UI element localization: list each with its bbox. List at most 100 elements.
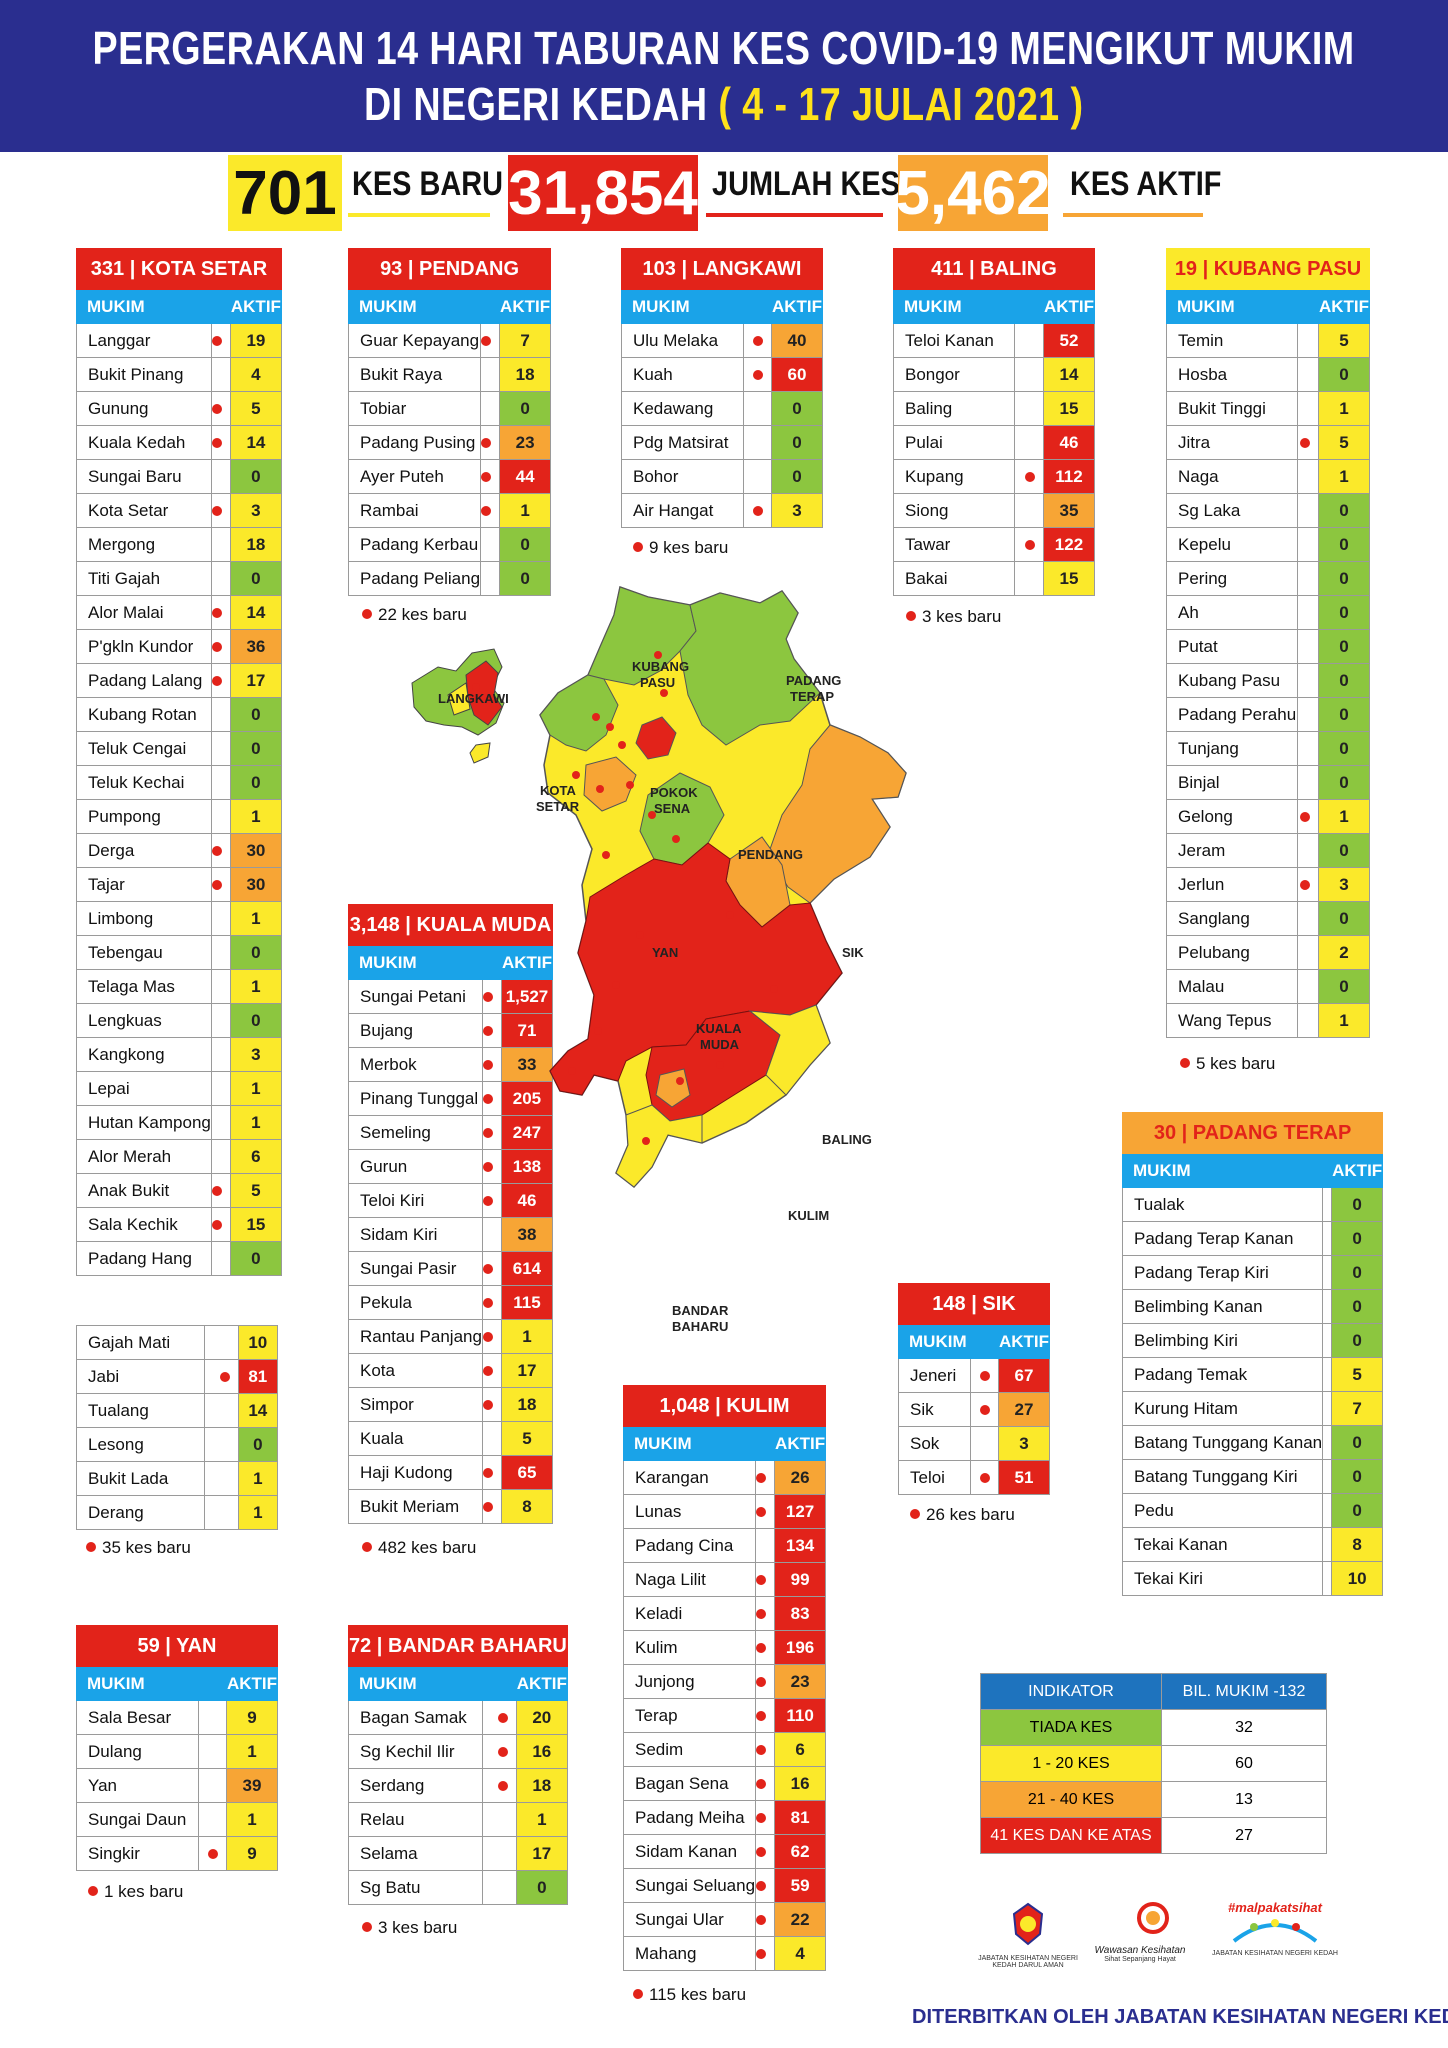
table-row: Hosba 0	[1165, 357, 1371, 392]
mukim-name: Bagan Samak	[348, 1700, 483, 1735]
column-header-mukim: MUKIM	[622, 1426, 776, 1461]
table-row: Bukit Tinggi 1	[1165, 391, 1371, 426]
table-row: Pulai 46	[893, 425, 1096, 460]
table-kulim: 1,048 | KULIM MUKIM AKTIF Karangan 26 Lunas 12…	[622, 1385, 827, 1971]
stat-active-cases: 5,462 KES AKTIF	[895, 155, 1221, 231]
new-case-marker	[210, 731, 231, 766]
logo2-line2: Sihat Sepanjang Hayat	[1104, 1956, 1176, 1963]
table-row: Singkir 9	[75, 1836, 279, 1871]
red-dot-icon	[481, 335, 492, 346]
mukim-name: Sungai Ular	[622, 1902, 757, 1937]
note-sik-text: 26 kes baru	[926, 1505, 1015, 1524]
active-count: 23	[499, 425, 552, 460]
mukim-name: Padang Lalang	[76, 663, 212, 698]
column-header-mukim: MUKIM	[348, 945, 502, 980]
table-row: Rambai 1	[347, 493, 552, 528]
district-title: 72 | BANDAR BAHARU	[348, 1625, 568, 1667]
mukim-name: Langgar	[76, 323, 212, 358]
active-count: 2	[1317, 935, 1371, 970]
mukim-name: Tekai Kanan	[1121, 1527, 1324, 1562]
mukim-name: Ulu Melaka	[621, 323, 744, 358]
table-row: Siong 35	[893, 493, 1096, 528]
mukim-name: Singkir	[75, 1836, 200, 1871]
table-row: Telaga Mas 1	[76, 969, 282, 1004]
case-dot	[572, 771, 580, 779]
mukim-name: Kangkong	[76, 1037, 212, 1072]
active-count: 14	[229, 425, 282, 460]
red-dot-icon	[212, 437, 222, 448]
new-case-marker	[1297, 663, 1319, 698]
new-case-marker	[1013, 459, 1044, 494]
table-row: Teloi 51	[897, 1460, 1051, 1495]
new-case-marker	[1322, 1493, 1333, 1528]
case-dot	[726, 911, 734, 919]
kedah-map: LANGKAWI KUBANG PASU PADANG TERAP KOTA S…	[411, 586, 907, 1334]
new-case-marker	[1013, 323, 1044, 358]
map-label-padang-terap-2: TERAP	[790, 689, 834, 704]
table-row: Tawar 122	[893, 527, 1096, 562]
active-count: 20	[515, 1700, 568, 1735]
map-label-kota-setar-2: SETAR	[536, 799, 580, 814]
active-count: 7	[499, 323, 552, 358]
footer-publisher: DITERBITKAN OLEH JABATAN KESIHATAN NEGER…	[912, 2006, 1448, 2028]
red-dot-icon	[633, 1989, 643, 1999]
red-dot-icon	[756, 1914, 767, 1925]
mukim-name: Haji Kudong	[348, 1455, 483, 1490]
active-count: 83	[774, 1596, 827, 1631]
district-title-row: 1,048 | KULIM	[622, 1385, 827, 1427]
new-case-marker	[481, 1700, 517, 1735]
table-row: Bakai 15	[893, 561, 1096, 596]
mukim-name: Lunas	[622, 1494, 757, 1529]
active-count: 59	[774, 1868, 827, 1903]
table-row: Tebengau 0	[76, 935, 282, 970]
active-count: 205	[500, 1081, 553, 1116]
logo3-line1: #malpakatsihat	[1228, 1900, 1322, 1915]
active-count: 0	[229, 935, 282, 970]
mukim-name: Hutan Kampong	[76, 1105, 212, 1140]
table-row: Tekai Kanan 8	[1121, 1527, 1384, 1562]
district-title-row: 331 | KOTA SETAR	[76, 248, 282, 290]
column-header-mukim: MUKIM	[1121, 1153, 1333, 1188]
red-dot-icon	[483, 1059, 493, 1070]
mukim-name: Tunjang	[1165, 731, 1299, 766]
mukim-name: Anak Bukit	[76, 1173, 212, 1208]
new-case-marker	[1322, 1357, 1333, 1392]
mukim-name: Teluk Cengai	[76, 731, 212, 766]
active-count: 0	[229, 765, 282, 800]
mukim-name: Bukit Lada	[76, 1461, 205, 1496]
legend-header-indicator: INDIKATOR	[980, 1673, 1162, 1710]
table-row: Haji Kudong 65	[348, 1455, 553, 1490]
active-count: 0	[1317, 493, 1371, 528]
table-row: Belimbing Kiri 0	[1121, 1323, 1384, 1358]
column-header-row: MUKIM AKTIF	[1166, 289, 1371, 324]
active-count: 18	[500, 1387, 553, 1422]
new-case-marker	[198, 1802, 227, 1837]
table-row: Titi Gajah 0	[76, 561, 282, 596]
note-langkawi-text: 9 kes baru	[649, 538, 729, 557]
table-row: Rantau Panjang 1	[348, 1319, 553, 1354]
active-count: 4	[774, 1936, 827, 1971]
red-dot-icon	[483, 1297, 493, 1308]
district-title: 103 | LANGKAWI	[621, 248, 823, 290]
table-row: Padang Hang 0	[76, 1241, 282, 1276]
table-row: Kota 17	[348, 1353, 553, 1388]
district-title: 331 | KOTA SETAR	[76, 248, 282, 290]
new-case-marker	[481, 1734, 517, 1769]
new-case-marker	[198, 1768, 227, 1803]
column-header-aktif: AKTIF	[500, 945, 553, 980]
column-header-aktif: AKTIF	[515, 1666, 568, 1701]
new-case-marker	[1013, 527, 1044, 562]
column-header-row: MUKIM AKTIF	[898, 1324, 1051, 1359]
new-case-marker	[755, 1732, 776, 1767]
new-case-marker	[481, 1455, 502, 1490]
table-row: Padang Terap Kanan 0	[1121, 1221, 1384, 1256]
active-count: 0	[1317, 663, 1371, 698]
mukim-name: Junjong	[622, 1664, 757, 1699]
red-dot-icon	[752, 335, 763, 346]
table-row: Bukit Raya 18	[347, 357, 552, 392]
mukim-name: Putat	[1165, 629, 1299, 664]
mukim-name: Tualang	[76, 1393, 205, 1428]
table-row: Padang Kerbau 0	[347, 527, 552, 562]
legend-count: 27	[1161, 1817, 1327, 1854]
note-baling: 3 kes baru	[906, 607, 1001, 627]
